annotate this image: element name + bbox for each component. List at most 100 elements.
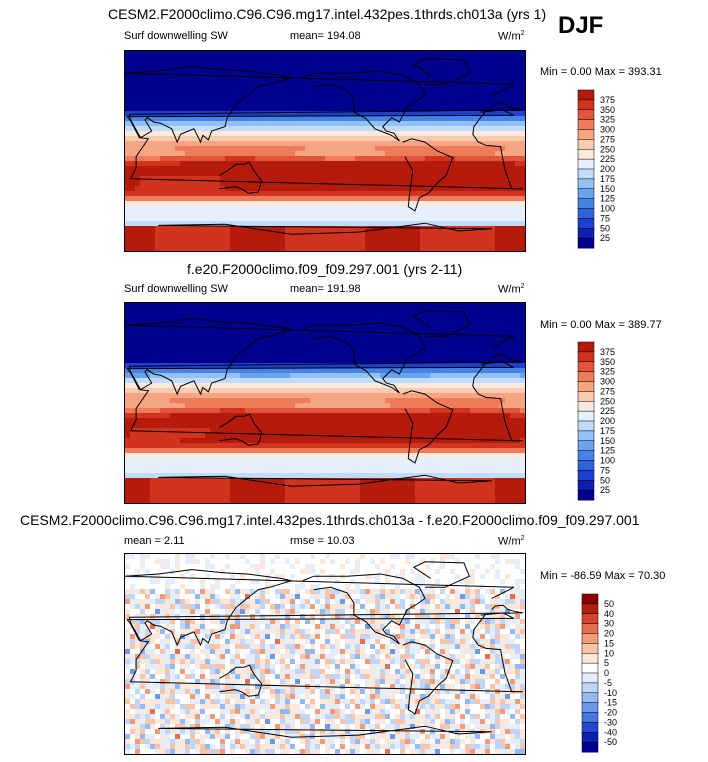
- map-cell: [320, 116, 326, 122]
- map-cell: [515, 373, 521, 379]
- map-cell: [300, 141, 306, 147]
- map-cell: [250, 66, 256, 72]
- map-cell: [305, 333, 311, 339]
- map-cell: [450, 146, 456, 152]
- map-cell: [185, 96, 191, 102]
- map-cell: [390, 191, 396, 197]
- map-cell: [495, 246, 501, 252]
- map-cell: [195, 76, 201, 82]
- map-cell: [290, 101, 296, 107]
- map-cell: [255, 368, 261, 374]
- map-cell: [365, 368, 371, 374]
- map-cell: [490, 241, 496, 247]
- map-cell: [410, 383, 416, 389]
- map-cell: [170, 373, 176, 379]
- map-cell: [490, 348, 496, 354]
- map-cell: [160, 151, 166, 157]
- map-cell: [145, 226, 151, 232]
- map-cell: [140, 161, 146, 167]
- map-cell: [370, 373, 376, 379]
- map-cell: [255, 151, 261, 157]
- map-cell: [410, 111, 416, 117]
- map-cell: [210, 303, 216, 309]
- map-cell: [445, 66, 451, 72]
- map-cell: [305, 348, 311, 354]
- map-cell: [185, 81, 191, 87]
- map-cell: [350, 393, 356, 399]
- map-cell: [425, 373, 431, 379]
- map-cell: [275, 211, 281, 217]
- map-cell: [395, 393, 401, 399]
- map-cell: [470, 116, 476, 122]
- panel2-mean-label: mean= 191.98: [290, 283, 361, 295]
- map-cell: [350, 368, 356, 374]
- map-cell: [160, 373, 166, 379]
- map-cell: [135, 318, 141, 324]
- map-cell: [395, 156, 401, 162]
- map-cell: [175, 151, 181, 157]
- map-cell: [260, 146, 266, 152]
- map-cell: [505, 403, 511, 409]
- map-cell: [325, 308, 331, 314]
- map-cell: [155, 66, 161, 72]
- map-cell: [180, 151, 186, 157]
- map-cell: [300, 368, 306, 374]
- map-cell: [205, 313, 211, 319]
- map-cell: [205, 196, 211, 202]
- map-cell: [260, 226, 266, 232]
- map-cell: [370, 211, 376, 217]
- map-cell: [210, 353, 216, 359]
- map-cell: [310, 343, 316, 349]
- map-cell: [190, 116, 196, 122]
- map-cell: [360, 91, 366, 97]
- map-cell: [270, 378, 276, 384]
- map-cell: [330, 231, 336, 237]
- map-cell: [355, 191, 361, 197]
- map-cell: [390, 146, 396, 152]
- map-cell: [250, 201, 256, 207]
- map-cell: [230, 348, 236, 354]
- map-cell: [150, 226, 156, 232]
- map-cell: [285, 61, 291, 67]
- map-cell: [370, 216, 376, 222]
- map-cell: [165, 91, 171, 97]
- map-cell: [220, 51, 226, 57]
- map-cell: [425, 358, 431, 364]
- map-cell: [235, 136, 241, 142]
- map-cell: [280, 333, 286, 339]
- map-cell: [295, 146, 301, 152]
- map-cell: [445, 348, 451, 354]
- map-cell: [140, 353, 146, 359]
- map-cell: [520, 56, 526, 62]
- map-cell: [180, 66, 186, 72]
- map-cell: [205, 131, 211, 137]
- map-cell: [420, 323, 426, 329]
- map-cell: [170, 101, 176, 107]
- map-cell: [265, 363, 271, 369]
- map-cell: [480, 216, 486, 222]
- map-cell: [420, 171, 426, 177]
- map-cell: [275, 141, 281, 147]
- map-cell: [280, 151, 286, 157]
- map-cell: [325, 383, 331, 389]
- map-cell: [360, 236, 366, 242]
- map-cell: [335, 141, 341, 147]
- map-cell: [240, 111, 246, 117]
- map-cell: [355, 241, 361, 247]
- map-cell: [350, 388, 356, 394]
- map-cell: [130, 111, 136, 117]
- map-cell: [520, 308, 526, 314]
- map-cell: [340, 106, 346, 112]
- map-cell: [320, 308, 326, 314]
- map-cell: [265, 161, 271, 167]
- map-cell: [415, 191, 421, 197]
- map-cell: [255, 348, 261, 354]
- map-cell: [250, 216, 256, 222]
- map-cell: [130, 383, 136, 389]
- map-cell: [410, 378, 416, 384]
- map-cell: [125, 56, 131, 62]
- map-cell: [200, 231, 206, 237]
- map-cell: [515, 111, 521, 117]
- map-cell: [170, 221, 176, 227]
- map-cell: [400, 313, 406, 319]
